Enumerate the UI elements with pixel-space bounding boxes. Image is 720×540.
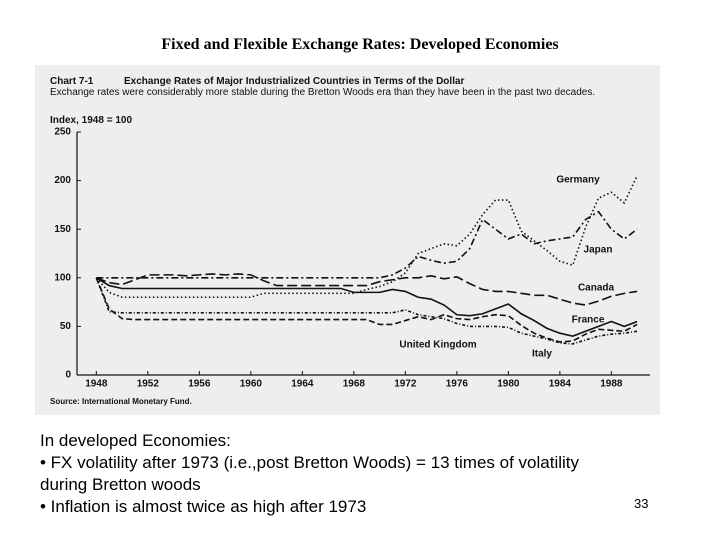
x-tick-label: 1948 [85,379,108,390]
x-tick-label: 1984 [549,379,572,390]
slide-title: Fixed and Flexible Exchange Rates: Devel… [161,36,559,53]
series-line [95,277,638,337]
series-line [95,277,638,345]
y-tick-label: 100 [54,272,71,283]
y-axis-label: Index, 1948 = 100 [50,115,133,126]
x-tick-label: 1976 [446,379,469,390]
bullet: In developed Economies: [40,431,231,450]
y-tick-label: 200 [54,175,71,186]
series-label: Japan [584,245,613,256]
x-tick-label: 1960 [240,379,263,390]
x-tick-label: 1964 [291,379,314,390]
x-tick-label: 1980 [497,379,520,390]
chart-area [35,65,660,415]
bullets: In developed Economies: • FX volatility … [40,430,640,518]
y-tick-label: 150 [54,224,71,235]
series-line [96,273,638,306]
x-tick-label: 1988 [600,379,623,390]
x-tick-label: 1952 [137,379,160,390]
series-label: Germany [556,175,600,186]
source: Source: International Monetary Fund. [50,397,192,406]
series-label: France [572,315,605,326]
bullet: • FX volatility after 1973 (i.e.,post Br… [40,453,580,494]
y-tick-label: 50 [60,321,72,332]
y-tick-label: 0 [65,370,71,381]
x-tick-label: 1972 [394,379,417,390]
series-label: Canada [578,283,615,294]
x-tick-label: 1968 [343,379,366,390]
chart-subtitle: Exchange rates were considerably more st… [50,87,596,98]
chart-number: Chart 7-1 [50,76,94,87]
series-line [95,175,638,299]
page-number: 33 [634,496,649,511]
series-line [96,210,638,279]
bullet: • Inflation is almost twice as high afte… [40,497,367,516]
chart-title: Exchange Rates of Major Industrialized C… [124,76,465,87]
x-tick-label: 1956 [188,379,211,390]
y-tick-label: 250 [54,127,71,138]
series-label: Italy [532,349,552,360]
series-label: United Kingdom [399,340,476,351]
